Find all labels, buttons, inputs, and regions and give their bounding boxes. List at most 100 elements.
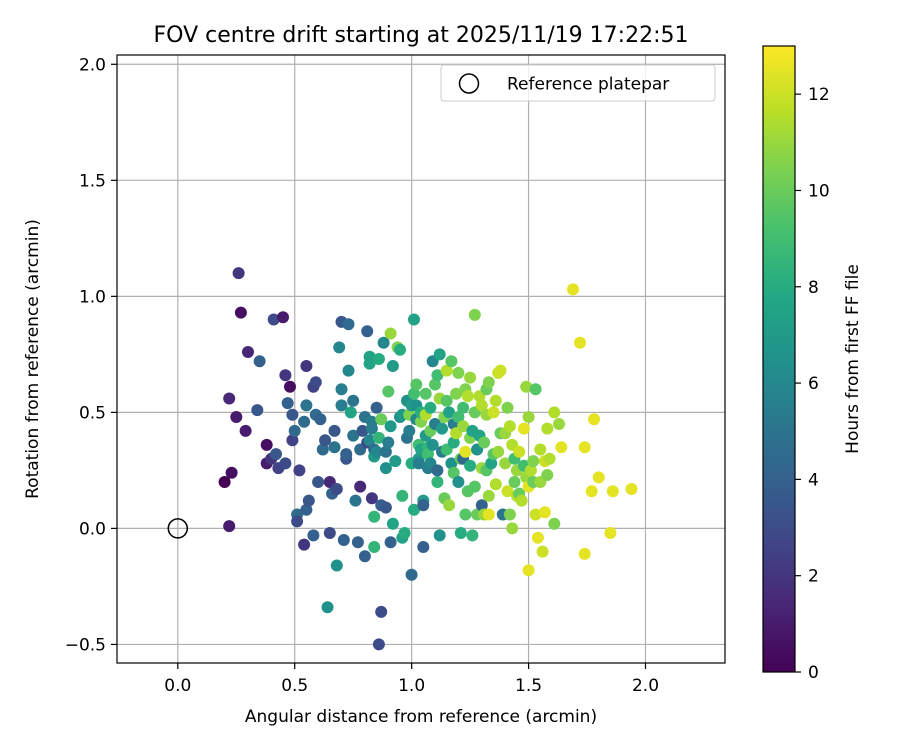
data-point [503, 420, 516, 433]
data-point [408, 313, 420, 326]
data-point [260, 438, 273, 451]
data-point [288, 424, 301, 437]
chart-title: FOV centre drift starting at 2025/11/19 … [154, 23, 689, 48]
y-tick-label: −0.5 [65, 635, 106, 655]
data-point [482, 489, 495, 502]
data-point [489, 478, 502, 491]
data-point [270, 448, 282, 461]
data-point [335, 399, 348, 412]
data-point [452, 411, 465, 423]
data-point [445, 355, 458, 368]
data-point [347, 394, 360, 407]
data-point [417, 499, 430, 512]
data-point [316, 443, 329, 456]
data-point [312, 476, 325, 488]
data-point [384, 327, 397, 340]
colorbar-tick-label: 6 [808, 374, 819, 394]
data-point [419, 387, 432, 400]
data-point [375, 413, 388, 426]
data-point [408, 387, 420, 400]
data-point [578, 547, 591, 560]
data-point [464, 371, 477, 384]
data-point [335, 383, 348, 396]
data-point [279, 457, 292, 470]
data-point [298, 538, 311, 551]
data-point [321, 601, 334, 614]
data-point [548, 406, 561, 419]
data-point [379, 501, 392, 514]
data-point [408, 503, 420, 516]
data-point [494, 364, 507, 377]
data-point [433, 348, 446, 361]
data-point [489, 394, 502, 407]
data-point [328, 424, 341, 437]
legend: Reference platepar [440, 64, 716, 102]
data-point [337, 534, 350, 546]
data-point [300, 503, 313, 516]
colorbar-tick-label: 2 [808, 567, 819, 587]
data-point [459, 508, 472, 521]
data-point [468, 308, 481, 321]
data-point [524, 464, 537, 477]
data-point [351, 536, 364, 549]
data-point [370, 401, 383, 414]
data-point [478, 436, 491, 449]
data-point [330, 559, 343, 572]
data-point [365, 422, 378, 435]
data-point [454, 527, 467, 539]
data-point [267, 313, 280, 326]
data-point [298, 415, 311, 428]
data-point [410, 378, 423, 391]
x-tick-label: 2.0 [632, 676, 659, 696]
data-point [379, 462, 392, 475]
data-point [431, 464, 444, 477]
data-point [578, 441, 591, 454]
x-axis-ticks: 0.0 0.5 1.0 1.5 2.0 [164, 663, 659, 696]
data-point [386, 360, 399, 372]
legend-box [440, 64, 716, 102]
data-point [501, 401, 514, 414]
plot-frame [116, 54, 726, 664]
data-point [277, 311, 289, 324]
data-point [251, 404, 264, 417]
data-point [403, 424, 416, 437]
data-point [536, 545, 549, 558]
data-point [555, 441, 568, 454]
data-point [541, 469, 554, 481]
data-point [433, 529, 446, 542]
data-point [361, 325, 374, 338]
data-point [452, 366, 465, 379]
data-point [482, 508, 495, 521]
data-point [372, 638, 385, 651]
data-point [543, 452, 556, 465]
data-point [508, 476, 521, 488]
data-point [529, 383, 542, 396]
data-point [574, 336, 586, 349]
data-point [429, 378, 441, 391]
data-point [382, 385, 395, 398]
data-point [375, 605, 388, 618]
data-point [522, 411, 535, 423]
data-point [538, 506, 551, 519]
data-point [286, 434, 299, 447]
data-point [398, 527, 411, 539]
data-point [443, 499, 456, 512]
data-point [424, 401, 437, 414]
data-point [431, 476, 444, 488]
data-point [452, 476, 465, 488]
data-point [567, 283, 579, 296]
data-point [457, 420, 470, 433]
colorbar-ticks: 0 2 4 6 8 10 12 [795, 85, 830, 683]
data-point [384, 536, 397, 549]
data-point [349, 494, 362, 507]
data-points [218, 267, 638, 651]
data-point [279, 369, 292, 382]
reference-marker [167, 518, 189, 539]
colorbar-frame [762, 45, 796, 673]
data-point [333, 341, 346, 354]
data-point [340, 448, 353, 461]
data-point [457, 401, 470, 414]
data-point [515, 494, 528, 507]
data-point [417, 541, 430, 553]
